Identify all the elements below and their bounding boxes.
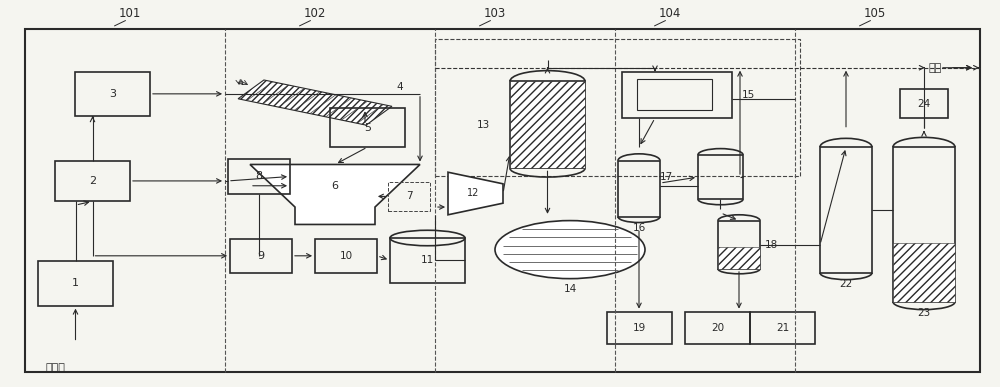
- Circle shape: [495, 221, 645, 279]
- Text: 105: 105: [864, 7, 886, 20]
- Bar: [820, 147, 872, 273]
- Text: 19: 19: [633, 323, 646, 333]
- Bar: [718, 221, 760, 269]
- Text: 生物质: 生物质: [45, 363, 65, 373]
- Bar: [607, 312, 672, 344]
- Bar: [435, 39, 800, 176]
- Text: 11: 11: [421, 255, 434, 265]
- Bar: [900, 89, 948, 118]
- Text: 16: 16: [632, 223, 646, 233]
- Text: 17: 17: [660, 172, 673, 182]
- Polygon shape: [448, 172, 503, 215]
- Bar: [750, 312, 815, 344]
- Bar: [893, 147, 955, 302]
- Bar: [622, 72, 732, 118]
- Bar: [230, 239, 292, 273]
- Text: 4: 4: [397, 82, 403, 92]
- Text: 10: 10: [339, 251, 353, 261]
- Polygon shape: [250, 164, 420, 224]
- Text: 103: 103: [484, 7, 506, 20]
- Text: 6: 6: [331, 181, 338, 191]
- Bar: [698, 155, 743, 199]
- Text: 9: 9: [257, 251, 265, 261]
- Text: 1: 1: [72, 279, 79, 288]
- Text: 18: 18: [765, 240, 778, 250]
- Text: 22: 22: [839, 279, 853, 289]
- Bar: [893, 243, 955, 302]
- Bar: [685, 312, 750, 344]
- Bar: [315, 239, 377, 273]
- Bar: [55, 161, 130, 201]
- Text: 5: 5: [364, 123, 371, 133]
- Text: 24: 24: [917, 99, 931, 108]
- Bar: [330, 108, 405, 147]
- Bar: [390, 238, 465, 283]
- Polygon shape: [238, 80, 392, 125]
- Text: 101: 101: [119, 7, 141, 20]
- Text: 15: 15: [742, 90, 755, 100]
- Text: 20: 20: [711, 323, 724, 333]
- Bar: [388, 182, 430, 211]
- Text: 8: 8: [255, 171, 263, 182]
- Bar: [25, 29, 980, 372]
- Text: 12: 12: [467, 188, 479, 199]
- Text: 7: 7: [406, 192, 412, 201]
- Bar: [618, 161, 660, 217]
- Bar: [510, 81, 585, 168]
- Bar: [75, 72, 150, 116]
- Bar: [637, 79, 712, 110]
- Text: 3: 3: [109, 89, 116, 99]
- Text: 发电: 发电: [928, 63, 942, 73]
- Bar: [38, 261, 113, 306]
- Text: 23: 23: [917, 308, 931, 319]
- Bar: [718, 247, 760, 269]
- Bar: [228, 159, 290, 194]
- Text: 2: 2: [89, 176, 96, 186]
- Text: 21: 21: [776, 323, 789, 333]
- Text: 13: 13: [477, 120, 490, 130]
- Text: 104: 104: [659, 7, 681, 20]
- Text: 102: 102: [304, 7, 326, 20]
- Text: 14: 14: [563, 284, 577, 295]
- Bar: [510, 81, 585, 168]
